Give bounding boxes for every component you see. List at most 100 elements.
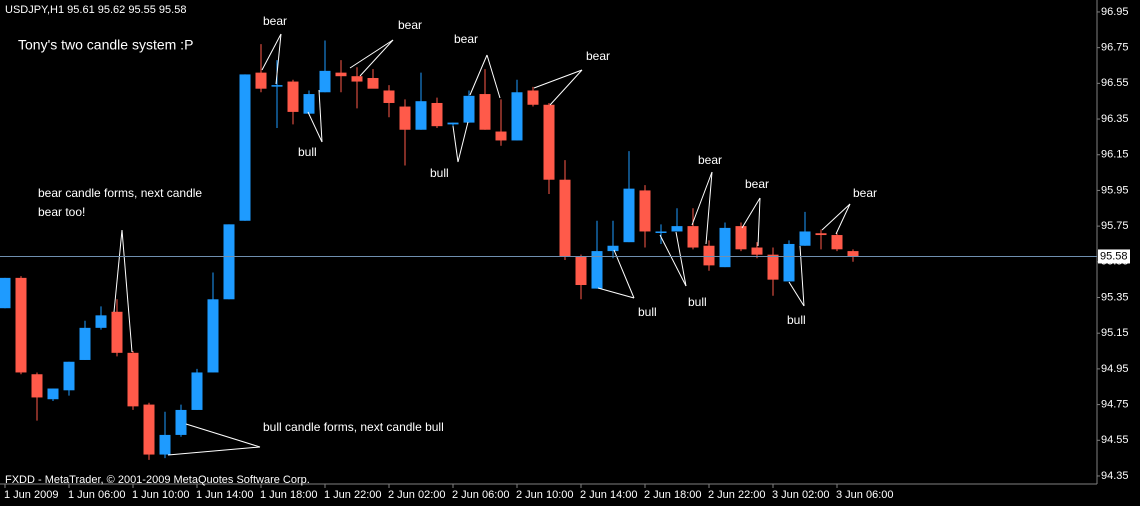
annotation: bull <box>787 313 806 327</box>
candle-body <box>351 76 363 82</box>
candle-body <box>463 95 475 123</box>
candle-body <box>799 231 811 246</box>
candle-body <box>815 233 827 236</box>
candle-body <box>527 90 539 105</box>
candle-body <box>159 434 171 455</box>
candle-body <box>575 256 587 286</box>
candle-body <box>495 131 507 141</box>
candle-body <box>127 352 139 407</box>
candle-body <box>447 122 459 125</box>
candle-body <box>47 388 59 400</box>
candle-body <box>399 106 411 130</box>
x-tick-label: 2 Jun 10:00 <box>516 489 574 501</box>
candle-body <box>207 299 219 373</box>
annotation: bull candle forms, next candle bull <box>263 420 444 434</box>
candle-body <box>559 179 571 257</box>
price-label-box <box>1098 249 1130 264</box>
candle-body <box>335 72 347 77</box>
candle-body <box>95 315 107 328</box>
candle-body <box>415 101 427 130</box>
chart-title: Tony's two candle system :P <box>18 37 193 53</box>
x-tick-label: 2 Jun 14:00 <box>580 489 638 501</box>
annotation: bear <box>745 177 769 191</box>
candle-body <box>671 226 683 232</box>
y-tick-label: 96.95 <box>1101 6 1129 18</box>
candle-body <box>687 226 699 248</box>
candle-body <box>63 361 75 391</box>
candle-body <box>719 227 731 268</box>
y-tick-label: 94.75 <box>1101 398 1129 410</box>
y-tick-label: 96.75 <box>1101 42 1129 54</box>
candle-body <box>431 102 443 127</box>
y-tick-label: 95.75 <box>1101 220 1129 232</box>
candle-body <box>751 247 763 255</box>
candle-body <box>239 74 251 221</box>
x-tick-label: 3 Jun 02:00 <box>772 489 830 501</box>
x-tick-label: 1 Jun 2009 <box>4 489 58 501</box>
x-tick-label: 1 Jun 14:00 <box>196 489 254 501</box>
candle-body <box>303 94 315 114</box>
x-tick-label: 2 Jun 06:00 <box>452 489 510 501</box>
annotation: bear <box>454 32 478 46</box>
footer: FXDD - MetaTrader, © 2001-2009 MetaQuote… <box>5 474 310 486</box>
x-tick-label: 2 Jun 22:00 <box>708 489 766 501</box>
candle-body <box>79 327 91 360</box>
annotation: bear <box>853 186 877 200</box>
annotation: bear <box>398 18 422 32</box>
plot-area <box>0 40 859 460</box>
y-tick-label: 96.15 <box>1101 149 1129 161</box>
annotation: bear candle forms, next candle <box>38 186 202 200</box>
candle-body <box>223 224 235 300</box>
candle-body <box>831 235 843 250</box>
x-tick-label: 2 Jun 02:00 <box>388 489 446 501</box>
candle-body <box>111 311 123 353</box>
candle-body <box>175 409 187 435</box>
annotation: bull <box>298 145 317 159</box>
candle-body <box>623 188 635 243</box>
y-tick-label: 96.35 <box>1101 113 1129 125</box>
x-tick-label: 1 Jun 10:00 <box>132 489 190 501</box>
candle-body <box>271 85 283 87</box>
y-tick-label: 94.55 <box>1101 434 1129 446</box>
annotation: bear <box>586 49 610 63</box>
candle-body <box>287 81 299 112</box>
candle-body <box>191 372 203 410</box>
x-tick-label: 2 Jun 18:00 <box>644 489 702 501</box>
annotation-pointers <box>113 33 851 456</box>
candle-body <box>847 251 859 257</box>
annotation: bear <box>698 153 722 167</box>
candle-body <box>479 94 491 130</box>
candle-body <box>639 190 651 232</box>
candle-body <box>767 254 779 280</box>
price-label: 95.58 <box>1100 250 1128 262</box>
candle-body <box>783 243 795 282</box>
x-tick-label: 1 Jun 18:00 <box>260 489 318 501</box>
y-tick-label: 96.55 <box>1101 77 1129 89</box>
candle-body <box>383 90 395 103</box>
candle-body <box>735 226 747 250</box>
x-tick-label: 1 Jun 06:00 <box>68 489 126 501</box>
symbol-info: USDJPY,H1 95.61 95.62 95.55 95.58 <box>5 4 186 16</box>
candle-body <box>591 251 603 289</box>
annotation: bull <box>638 305 657 319</box>
candle-body <box>655 231 667 233</box>
candle-body <box>607 245 619 252</box>
candle-body <box>367 77 379 89</box>
candle-body <box>0 277 11 309</box>
candle-body <box>511 92 523 141</box>
candle-body <box>143 404 155 455</box>
candle-body <box>255 72 267 89</box>
y-tick-label: 95.95 <box>1101 184 1129 196</box>
x-tick-label: 1 Jun 22:00 <box>324 489 382 501</box>
candle-body <box>31 374 43 398</box>
y-tick-label: 95.35 <box>1101 291 1129 303</box>
annotation: bull <box>688 295 707 309</box>
candle-body <box>703 245 715 266</box>
candle-body <box>15 277 27 373</box>
annotation: bear too! <box>38 205 85 219</box>
y-tick-label: 94.95 <box>1101 363 1129 375</box>
x-tick-label: 3 Jun 06:00 <box>836 489 894 501</box>
y-tick-label: 95.15 <box>1101 327 1129 339</box>
candle-body <box>543 104 555 180</box>
